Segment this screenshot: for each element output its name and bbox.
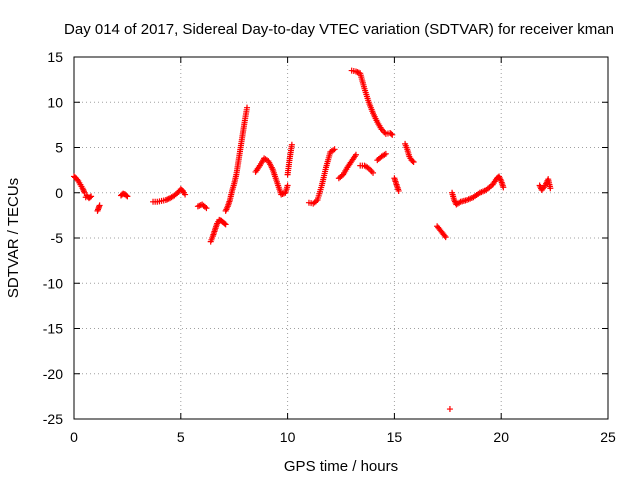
data-point (203, 205, 210, 212)
y-tick-label: -25 (43, 411, 63, 427)
y-tick-label: 10 (47, 94, 63, 110)
chart-title: Day 014 of 2017, Sidereal Day-to-day VTE… (64, 21, 614, 38)
data-point (547, 185, 554, 192)
data-point (284, 182, 291, 189)
data-point (87, 194, 94, 201)
x-tick-label: 10 (280, 429, 296, 445)
data-point (123, 192, 130, 199)
data-point (446, 406, 453, 413)
data-point (182, 191, 189, 198)
x-tick-label: 20 (493, 429, 509, 445)
data-point (539, 185, 546, 192)
y-tick-label: -15 (43, 321, 63, 337)
data-point (409, 158, 416, 165)
x-tick-label: 5 (177, 429, 185, 445)
y-tick-label: 0 (55, 185, 63, 201)
data-point (370, 169, 377, 176)
data-point (410, 158, 417, 165)
y-tick-label: 15 (47, 49, 63, 65)
x-tick-label: 15 (387, 429, 403, 445)
data-point (124, 193, 131, 200)
data-point (354, 69, 361, 76)
data-point (442, 234, 449, 241)
data-point (382, 150, 389, 157)
y-tick-label: 5 (55, 140, 63, 156)
data-point (500, 184, 507, 191)
y-tick-label: -20 (43, 366, 63, 382)
grid (74, 57, 608, 419)
data-point (88, 193, 95, 200)
x-tick-label: 25 (600, 429, 616, 445)
data-point (244, 104, 251, 111)
data-point (331, 146, 338, 153)
x-tick-label: 0 (70, 429, 78, 445)
data-points (71, 67, 554, 413)
data-point (288, 141, 295, 148)
data-point (74, 176, 81, 183)
y-tick-label: -10 (43, 275, 63, 291)
data-point (389, 131, 396, 138)
data-point (96, 202, 103, 209)
x-axis-label: GPS time / hours (284, 458, 398, 475)
data-point (222, 221, 229, 228)
data-point (441, 232, 448, 239)
y-tick-label: -5 (51, 230, 64, 246)
ticks: 0 5 10 15 20 25 15 10 5 0 -5 -10 -15 -20 -25 (43, 49, 616, 445)
data-point (395, 187, 402, 194)
data-point (352, 151, 359, 158)
data-point (221, 220, 228, 227)
data-point (388, 130, 395, 137)
y-axis-label: SDTVAR / TECUs (5, 178, 22, 298)
